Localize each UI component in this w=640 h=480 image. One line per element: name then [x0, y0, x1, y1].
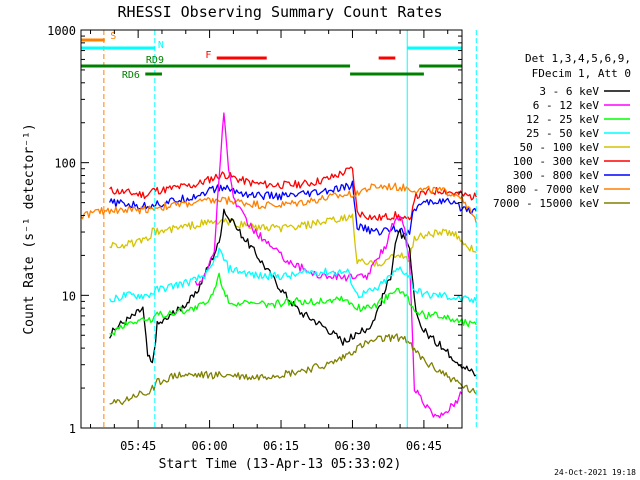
- legend-label-12-25-kev: 12 - 25 keV: [526, 113, 599, 126]
- series-line-7000-15000-kev: [109, 333, 477, 406]
- series-layer: [80, 112, 477, 419]
- series-line-25-50-kev: [109, 247, 477, 304]
- legend-label-50-100-kev: 50 - 100 keV: [520, 141, 600, 154]
- flag-label-n: N: [158, 40, 164, 51]
- x-axis-label: Start Time (13-Apr-13 05:33:02): [159, 457, 402, 472]
- flag-label-rd6: RD6: [122, 70, 140, 81]
- legend-label-3-6-kev: 3 - 6 keV: [539, 85, 599, 98]
- legend-label-800-7000-kev: 800 - 7000 keV: [506, 183, 599, 196]
- legend-label-100-300-kev: 100 - 300 keV: [513, 155, 599, 168]
- legend-header-detectors: Det 1,3,4,5,6,9,: [525, 52, 631, 65]
- legend-label-7000-15000-kev: 7000 - 15000 keV: [493, 197, 599, 210]
- legend-header-decimation: FDecim 1, Att 0: [532, 67, 631, 80]
- plot-frame: [80, 29, 463, 429]
- legend-label-300-800-kev: 300 - 800 keV: [513, 169, 599, 182]
- y-tick-label: 1: [69, 422, 76, 436]
- legend-label-25-50-kev: 25 - 50 keV: [526, 127, 599, 140]
- x-tick-label-0600: 06:00: [192, 439, 228, 453]
- chart-title: RHESSI Observing Summary Count Rates: [117, 3, 442, 21]
- x-tick-label-0615: 06:15: [263, 439, 299, 453]
- series-line-100-300-kev: [109, 166, 477, 222]
- y-tick-label: 1000: [47, 24, 76, 38]
- legend-label-6-12-kev: 6 - 12 keV: [533, 99, 600, 112]
- series-line-800-7000-kev: [80, 182, 477, 224]
- x-axis: 05:45 06:00 06:15 06:30 06:45: [90, 30, 449, 453]
- series-line-50-100-kev: [109, 213, 477, 267]
- series-line-300-800-kev: [109, 180, 477, 236]
- y-tick-label: 100: [54, 157, 76, 171]
- legend: Det 1,3,4,5,6,9, FDecim 1, Att 0 3 - 6 k…: [493, 52, 631, 210]
- flag-label-f: F: [205, 50, 211, 61]
- flag-layer: S N F RD9 RD6: [81, 31, 462, 81]
- y-axis-label: Count Rate (s⁻¹ detector⁻¹): [22, 123, 37, 334]
- y-axis: 1 10 100 1000: [47, 24, 462, 436]
- series-line-12-25-kev: [109, 272, 477, 336]
- x-tick-label-0630: 06:30: [334, 439, 370, 453]
- footer-date: 24-Oct-2021 19:18: [554, 468, 636, 477]
- x-tick-label-0645: 06:45: [406, 439, 442, 453]
- y-tick-label: 10: [62, 289, 76, 303]
- series-line-6-12-kev: [194, 112, 463, 419]
- flag-label-s: S: [110, 31, 116, 42]
- flag-label-rd9: RD9: [146, 55, 164, 66]
- x-tick-label-0545: 05:45: [120, 439, 156, 453]
